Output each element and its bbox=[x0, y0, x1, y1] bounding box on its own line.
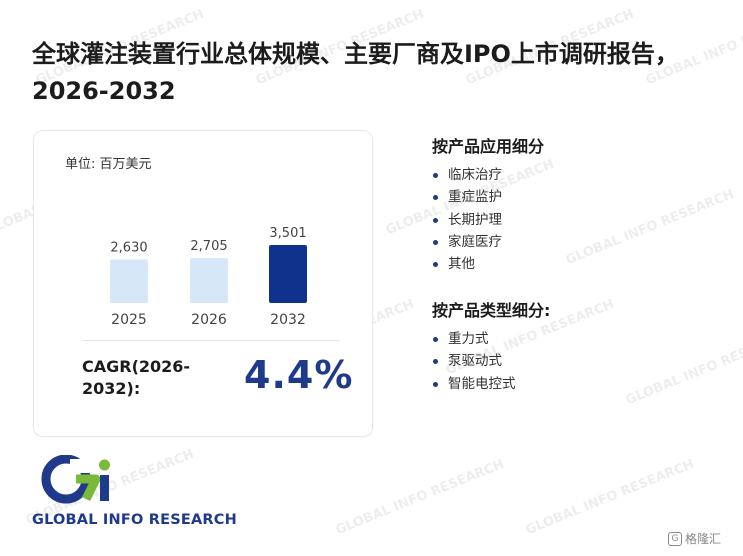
section-title-type: 按产品类型细分: bbox=[432, 301, 551, 320]
watermark: GLOBAL INFO RESEARCH bbox=[623, 326, 743, 409]
x-tick-label: 2026 bbox=[191, 312, 227, 328]
watermark: GLOBAL INFO RESEARCH bbox=[563, 186, 737, 269]
cagr-value: 4.4% bbox=[244, 353, 354, 397]
value-label: 3,501 bbox=[269, 226, 306, 241]
divider bbox=[82, 340, 340, 341]
page-title: 全球灌注装置行业总体规模、主要厂商及IPO上市调研报告，2026-2032 bbox=[32, 40, 679, 105]
value-label: 2,705 bbox=[190, 239, 227, 254]
bar-2025 bbox=[110, 259, 148, 303]
bar-chart: 2,630 2025 2,705 2026 3,501 2032 bbox=[110, 226, 307, 328]
corner-badge: G 格隆汇 bbox=[668, 530, 721, 547]
watermark: GLOBAL INFO RESEARCH bbox=[333, 456, 507, 539]
application-list: 临床治疗 重症监护 长期护理 家庭医疗 其他 bbox=[432, 164, 502, 275]
section-title-application: 按产品应用细分 bbox=[432, 137, 545, 156]
company-logo: GLOBAL INFO RESEARCH bbox=[32, 454, 247, 530]
list-item: 其他 bbox=[432, 253, 502, 275]
list-item: 智能电控式 bbox=[432, 373, 516, 395]
gi-logo-icon bbox=[41, 454, 110, 504]
list-item: 家庭医疗 bbox=[432, 231, 502, 253]
list-item: 长期护理 bbox=[432, 209, 502, 231]
list-item: 泵驱动式 bbox=[432, 350, 516, 372]
badge-text: 格隆汇 bbox=[685, 532, 722, 546]
list-item: 重力式 bbox=[432, 328, 516, 350]
list-item: 重症监护 bbox=[432, 186, 502, 208]
value-label: 2,630 bbox=[110, 240, 147, 255]
market-size-card: 单位: 百万美元 2,630 2025 2,705 2026 3,501 2032 CAG… bbox=[33, 130, 373, 437]
watermark: GLOBAL INFO RESEARCH bbox=[523, 456, 697, 539]
bar-2032 bbox=[269, 245, 307, 303]
type-list: 重力式 泵驱动式 智能电控式 bbox=[432, 328, 516, 395]
cagr-label: CAGR(2026-2032): bbox=[82, 357, 191, 398]
x-tick-label: 2032 bbox=[270, 312, 306, 328]
x-tick-label: 2025 bbox=[111, 312, 147, 328]
list-item: 临床治疗 bbox=[432, 164, 502, 186]
chart-unit-label: 单位: 百万美元 bbox=[65, 157, 152, 172]
logo-text: GLOBAL INFO RESEARCH bbox=[32, 512, 237, 528]
badge-icon: G bbox=[668, 531, 682, 546]
bar-2026 bbox=[190, 258, 228, 303]
